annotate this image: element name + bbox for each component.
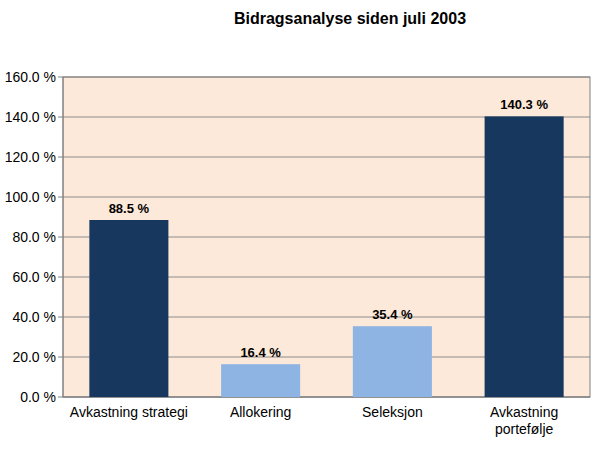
data-label: 16.4 %: [240, 345, 281, 360]
data-label: 88.5 %: [109, 201, 150, 216]
x-tick-label: Avkastning strategi: [70, 404, 188, 420]
y-tick-label: 160.0 %: [5, 69, 56, 85]
bar: [353, 326, 432, 397]
tick-mark: [58, 157, 63, 158]
y-tick-label: 0.0 %: [20, 389, 56, 405]
y-tick-label: 60.0 %: [12, 269, 56, 285]
title: Bidragsanalyse siden juli 2003: [234, 10, 466, 27]
data-label: 35.4 %: [372, 307, 413, 322]
tick-mark: [58, 357, 63, 358]
y-tick-label: 40.0 %: [12, 309, 56, 325]
y-tick-label: 20.0 %: [12, 349, 56, 365]
x-tick-label: Allokering: [230, 404, 291, 420]
tick-mark: [58, 237, 63, 238]
chart: 0.0 % 20.0 % 40.0 % 60.0 % 80.0 % 100.0 % 120.…: [0, 0, 613, 455]
bar: [89, 220, 168, 397]
bar: [485, 116, 564, 397]
y-tick-label: 80.0 %: [12, 229, 56, 245]
y-tick-label: 100.0 %: [5, 189, 56, 205]
y-tick-label: 140.0 %: [5, 109, 56, 125]
bar: [221, 364, 300, 397]
x-tick-label: Seleksjon: [362, 404, 423, 420]
tick-mark: [58, 77, 63, 78]
tick-mark: [58, 397, 63, 398]
tick-mark: [58, 277, 63, 278]
tick-mark: [58, 317, 63, 318]
x-tick-label: Avkastningportefølje: [490, 404, 558, 437]
plot-background: [63, 77, 590, 397]
plot-frame: [63, 77, 590, 397]
y-tick-label: 120.0 %: [5, 149, 56, 165]
tick-mark: [58, 197, 63, 198]
tick-mark: [58, 117, 63, 118]
x-tick-label-line: Avkastning: [490, 404, 558, 420]
bars: [89, 116, 563, 397]
x-tick-label-line: portefølje: [495, 421, 554, 437]
data-label: 140.3 %: [500, 97, 548, 112]
